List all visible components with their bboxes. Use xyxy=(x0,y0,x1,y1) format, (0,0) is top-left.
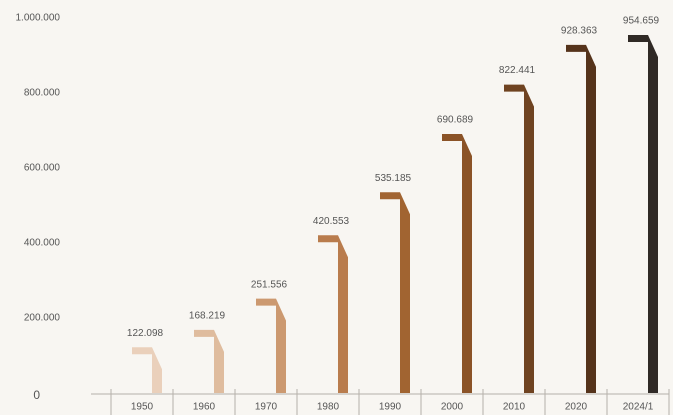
x-tick-label: 1980 xyxy=(317,402,340,413)
value-label: 251.556 xyxy=(251,279,288,290)
bar xyxy=(132,347,162,393)
x-tick-label: 1970 xyxy=(255,402,278,413)
value-label: 535.185 xyxy=(375,173,412,184)
y-tick-label: 1.000.000 xyxy=(16,13,61,24)
bar xyxy=(628,35,658,394)
y-tick-label: 400.000 xyxy=(24,238,61,249)
x-tick-label: 2020 xyxy=(565,402,588,413)
x-tick-label: 1990 xyxy=(379,402,402,413)
value-label: 420.553 xyxy=(313,216,350,227)
y-tick-label: 800.000 xyxy=(24,88,61,99)
value-label: 168.219 xyxy=(189,311,226,322)
y-tick-label: 200.000 xyxy=(24,313,61,324)
bar xyxy=(380,192,410,393)
value-label: 928.363 xyxy=(561,26,598,37)
x-tick-label: 1950 xyxy=(131,402,154,413)
x-tick-label: 1960 xyxy=(193,402,216,413)
x-tick-label: 2010 xyxy=(503,402,526,413)
y-tick-label: 600.000 xyxy=(24,163,61,174)
bar xyxy=(318,235,348,393)
value-label: 122.098 xyxy=(127,328,164,339)
x-tick-label: 2000 xyxy=(441,402,464,413)
value-label: 954.659 xyxy=(623,16,660,27)
x-tick-label: 2024/1 xyxy=(623,402,654,413)
bar xyxy=(442,133,472,393)
bar xyxy=(504,84,534,393)
bar xyxy=(194,329,224,393)
bar xyxy=(256,298,286,393)
value-label: 690.689 xyxy=(437,115,474,126)
value-label: 822.441 xyxy=(499,65,536,76)
y-tick-label: 0 xyxy=(33,388,40,402)
bar xyxy=(566,44,596,393)
